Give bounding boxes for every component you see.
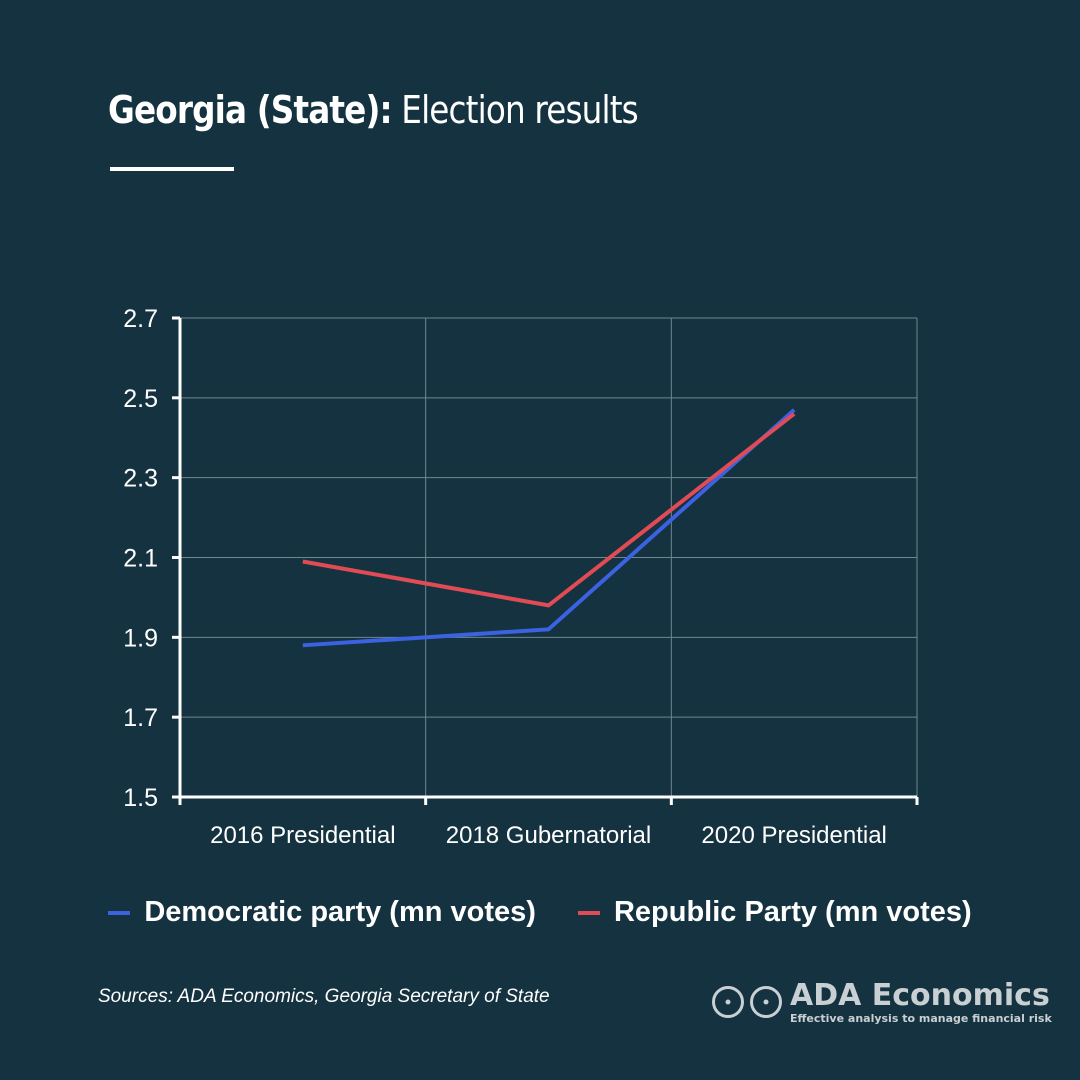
brand-circles-icon [712, 986, 782, 1018]
x-tick-label-1: 2018 Gubernatorial [446, 822, 651, 849]
brand-text: ADA Economics Effective analysis to mana… [790, 980, 1052, 1025]
sources-note: Sources: ADA Economics, Georgia Secretar… [98, 986, 550, 1007]
brand-logo: ADA Economics Effective analysis to mana… [712, 980, 1052, 1025]
legend-swatch-democratic [108, 910, 131, 915]
chart-title: Georgia (State): Election results [108, 88, 639, 134]
y-tick-label-1: 1.7 [123, 704, 158, 732]
legend-item-republican: Republic Party (mn votes) [577, 896, 972, 929]
line-chart: 1.5 1.7 1.9 2.1 2.3 2.5 2.7 2016 Presidential 20… [123, 305, 919, 849]
chart-legend: Democratic party (mn votes) Republic Par… [0, 896, 1080, 929]
legend-swatch-republican [577, 910, 600, 915]
brand-circle-icon-left [712, 986, 744, 1018]
brand-circle-icon-right [750, 986, 782, 1018]
brand-name: ADA Economics [790, 978, 1050, 1013]
chart-title-light: Election results [401, 88, 638, 132]
legend-label-democratic: Democratic party (mn votes) [144, 896, 536, 928]
title-underline [110, 167, 234, 171]
series-line-republican [302, 412, 796, 608]
legend-item-democratic: Democratic party (mn votes) [108, 896, 536, 929]
y-tick-label-2: 1.9 [123, 624, 158, 652]
series-line-democratic [302, 408, 796, 648]
legend-label-republican: Republic Party (mn votes) [613, 896, 972, 928]
y-tick-label-5: 2.5 [123, 385, 158, 413]
x-tick-label-0: 2016 Presidential [210, 822, 395, 849]
y-tick-label-6: 2.7 [123, 305, 158, 333]
chart-title-bold: Georgia (State): [108, 88, 393, 132]
y-tick-label-3: 2.1 [123, 545, 158, 573]
brand-tagline: Effective analysis to manage financial r… [790, 1011, 1052, 1025]
x-tick-label-2: 2020 Presidential [701, 822, 886, 849]
y-tick-label-4: 2.3 [123, 465, 158, 493]
y-tick-label-0: 1.5 [123, 784, 158, 812]
